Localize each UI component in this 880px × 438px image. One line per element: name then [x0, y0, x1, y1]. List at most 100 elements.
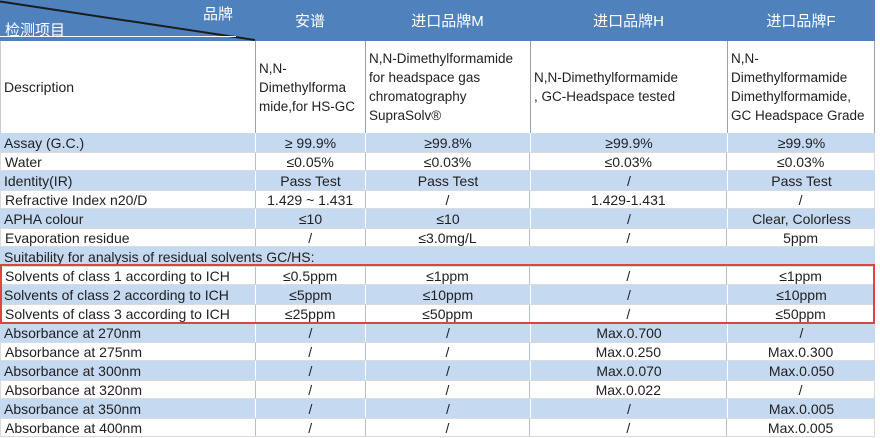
cell-value: /	[529, 267, 726, 284]
table-row: Identity(IR) Pass Test Pass Test / Pass Test	[0, 171, 875, 190]
cell-value: /	[364, 419, 530, 436]
cell-value: /	[365, 361, 530, 380]
corner-label-test-items: 检测项目	[5, 22, 66, 39]
cell-value: ≤0.03%	[726, 153, 874, 170]
cell-value: Max.0.022	[529, 381, 726, 398]
cell-value: /	[254, 343, 365, 360]
row-label: Absorbance at 270nm	[4, 324, 141, 341]
cell-value: 1.429 ~ 1.431	[254, 191, 365, 208]
table-row: Refractive Index n20/D 1.429 ~ 1.431 /1.42…	[0, 190, 875, 209]
row-label: Assay (G.C.)	[4, 134, 85, 151]
description-anpu: N,N- Dimethylforma mide,for HS-GC	[255, 41, 365, 133]
cell-value: /	[530, 171, 727, 190]
cell-value: /	[255, 361, 365, 380]
cell-value: ≥99.9%	[727, 133, 875, 152]
cell-value: ≤10	[365, 209, 530, 228]
column-header-anpu: 安谱	[294, 13, 325, 30]
row-label: Water	[5, 153, 42, 170]
section-row: Suitability for analysis of residual sol…	[0, 247, 875, 266]
cell-value: /	[529, 229, 726, 246]
cell-value: /	[530, 209, 727, 228]
cell-value: ≤5ppm	[255, 285, 365, 304]
table-row: Solvents of class 1 according to ICH ≤0.5…	[0, 266, 875, 285]
description-brand-m: N,N-Dimethylformamide for headspace gas …	[365, 41, 530, 133]
cell-value: ≤10	[255, 209, 365, 228]
row-label: APHA colour	[4, 210, 84, 227]
cell-value: 5ppm	[726, 229, 874, 246]
column-header-brand-f: 进口品牌F	[766, 13, 836, 30]
cell-value: Max.0.005	[727, 399, 875, 418]
row-label: Absorbance at 400nm	[5, 419, 142, 436]
cell-value: 1.429-1.431	[529, 191, 726, 208]
cell-value: /	[365, 399, 530, 418]
cell-value: /	[254, 381, 365, 398]
cell-value: ≤1ppm	[364, 267, 530, 284]
corner-cell: 品牌 检测项目	[0, 0, 255, 41]
row-label: Solvents of class 1 according to ICH	[5, 267, 230, 284]
description-brand-h: N,N-Dimethylformamide , GC-Headspace tes…	[530, 41, 727, 133]
cell-value: ≤10ppm	[727, 285, 875, 304]
table-row: Absorbance at 320nm / / Max.0.022/	[0, 380, 875, 399]
cell-value: /	[529, 419, 726, 436]
cell-value: /	[726, 191, 874, 208]
table-row: Absorbance at 270nm / / Max.0.700/	[0, 323, 875, 342]
row-label: Absorbance at 350nm	[4, 400, 141, 417]
cell-value: ≥99.9%	[530, 133, 727, 152]
corner-underline	[0, 36, 236, 37]
cell-value: /	[530, 285, 727, 304]
cell-value: ≤25ppm	[254, 305, 365, 322]
table-row: Absorbance at 400nm / / / Max.0.005	[0, 418, 875, 437]
column-header-brand-m: 进口品牌M	[411, 13, 484, 30]
cell-value: ≤3.0mg/L	[364, 229, 530, 246]
cell-value: ≤0.03%	[529, 153, 726, 170]
cell-value: Pass Test	[255, 171, 365, 190]
cell-value: Max.0.070	[530, 361, 727, 380]
row-label: Identity(IR)	[4, 172, 73, 189]
cell-value: ≤50ppm	[726, 305, 874, 322]
cell-value: /	[255, 323, 365, 342]
row-label: Refractive Index n20/D	[5, 191, 148, 208]
row-label: Solvents of class 3 according to ICH	[5, 305, 230, 322]
data-rows: Assay (G.C.) ≥ 99.9% ≥99.8% ≥99.9% ≥99.9% Wat…	[0, 133, 875, 437]
cell-value: Max.0.050	[727, 361, 875, 380]
cell-value: /	[726, 381, 874, 398]
cell-value: /	[365, 323, 530, 342]
diagonal-divider-line	[0, 0, 255, 41]
table-row: Absorbance at 350nm / / / Max.0.005	[0, 399, 875, 418]
table-row: Solvents of class 3 according to ICH ≤25p…	[0, 304, 875, 323]
cell-value: /	[727, 323, 875, 342]
table-row: Absorbance at 275nm / / Max.0.250 Max.0.300	[0, 342, 875, 361]
column-header-brand-h: 进口品牌H	[593, 13, 664, 30]
row-label: Description	[0, 41, 255, 133]
table-row: Absorbance at 300nm / / Max.0.070 Max.0.050	[0, 361, 875, 380]
cell-value: ≥ 99.9%	[255, 133, 365, 152]
section-label: Suitability for analysis of residual sol…	[4, 248, 315, 265]
cell-value: /	[364, 381, 530, 398]
cell-value: ≤50ppm	[364, 305, 530, 322]
cell-value: ≤10ppm	[365, 285, 530, 304]
table-row: Evaporation residue / ≤3.0mg/L/5ppm	[0, 228, 875, 247]
cell-value: ≤1ppm	[726, 267, 874, 284]
cell-value: /	[254, 419, 365, 436]
cell-value: Pass Test	[727, 171, 875, 190]
table-row: APHA colour ≤10 ≤10/Clear, Colorless	[0, 209, 875, 228]
cell-value: Max.0.005	[726, 419, 874, 436]
row-label: Absorbance at 320nm	[5, 381, 142, 398]
table-row: Assay (G.C.) ≥ 99.9% ≥99.8% ≥99.9% ≥99.9%	[0, 133, 875, 152]
cell-value: /	[529, 305, 726, 322]
table-row: Water ≤0.05% ≤0.03% ≤0.03% ≤0.03%	[0, 152, 875, 171]
row-label: Evaporation residue	[5, 229, 130, 246]
row-label: Absorbance at 275nm	[5, 343, 142, 360]
cell-value: /	[254, 229, 365, 246]
corner-label-brand: 品牌	[202, 6, 233, 23]
cell-value: /	[255, 399, 365, 418]
description-row: Description N,N- Dimethylforma mide,for …	[0, 41, 875, 133]
row-label: Absorbance at 300nm	[4, 362, 141, 379]
cell-value: Max.0.300	[726, 343, 874, 360]
cell-value: ≤0.05%	[254, 153, 365, 170]
description-brand-f: N,N- Dimethylformamide Dimethylformamide…	[727, 41, 875, 133]
cell-value: Pass Test	[365, 171, 530, 190]
cell-value: Max.0.700	[530, 323, 727, 342]
table-row: Solvents of class 2 according to ICH ≤5pp…	[0, 285, 875, 304]
